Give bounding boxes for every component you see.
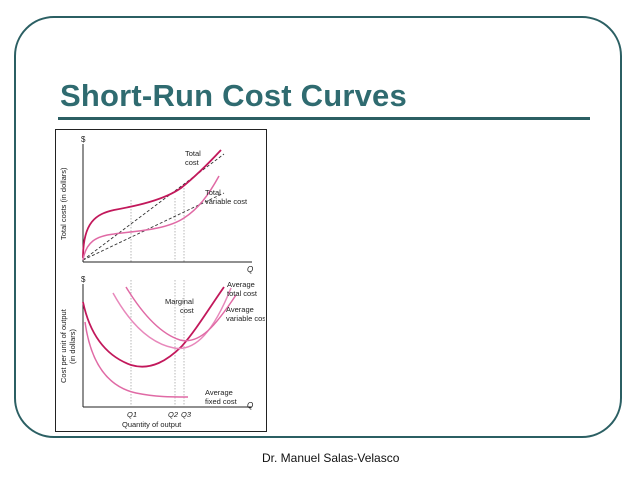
average-variable-cost-curve bbox=[125, 286, 237, 342]
afc-label-1: Average bbox=[205, 388, 233, 397]
bottom-graph: $ Cost per unit of output (in dollars) Q… bbox=[59, 275, 269, 429]
author-credit: Dr. Manuel Salas-Velasco bbox=[262, 451, 400, 465]
atc-label-2: total cost bbox=[227, 289, 258, 298]
avc-label-2: variable cost bbox=[226, 314, 265, 323]
slide-frame bbox=[14, 16, 622, 438]
marginal-cost-curve bbox=[82, 286, 225, 368]
total-cost-curve bbox=[82, 149, 222, 259]
title-rule bbox=[58, 117, 590, 120]
top-y-axis-label: Total costs (in dollars) bbox=[59, 167, 68, 240]
tvc-label-1: Total bbox=[205, 188, 221, 197]
top-graph: $ Total costs (in dollars) Q Total cost … bbox=[59, 135, 253, 274]
tc-ray-from-origin bbox=[82, 153, 225, 261]
total-variable-cost-curve bbox=[82, 175, 220, 261]
top-x-symbol: Q bbox=[247, 265, 253, 274]
q1-tick-label: Q1 bbox=[127, 410, 137, 419]
average-total-cost-curve bbox=[112, 287, 232, 350]
avc-label-1: Average bbox=[226, 305, 254, 314]
bottom-y-axis-label-1: Cost per unit of output bbox=[59, 308, 68, 383]
afc-label-2: fixed cost bbox=[205, 397, 238, 406]
atc-label-1: Average bbox=[227, 280, 255, 289]
x-axis-label: Quantity of output bbox=[122, 420, 182, 429]
bottom-y-symbol: $ bbox=[81, 275, 86, 284]
average-fixed-cost-curve bbox=[84, 321, 189, 398]
total-cost-label-2: cost bbox=[185, 158, 200, 167]
q3-tick-label: Q3 bbox=[181, 410, 192, 419]
cost-curves-svg: $ Total costs (in dollars) Q Total cost … bbox=[59, 135, 269, 429]
mc-label-1: Marginal bbox=[165, 297, 194, 306]
bottom-x-symbol: Q bbox=[247, 401, 253, 410]
top-y-symbol: $ bbox=[81, 135, 86, 144]
cost-curves-figure: $ Total costs (in dollars) Q Total cost … bbox=[55, 129, 269, 432]
tvc-label-2: variable cost bbox=[205, 197, 248, 206]
bottom-y-axis-label-2: (in dollars) bbox=[68, 328, 77, 364]
q2-tick-label: Q2 bbox=[168, 410, 179, 419]
total-cost-label-1: Total bbox=[185, 149, 201, 158]
slide-title: Short-Run Cost Curves bbox=[60, 78, 407, 113]
mc-label-2: cost bbox=[180, 306, 195, 315]
tvc-ray-from-origin bbox=[82, 192, 225, 261]
